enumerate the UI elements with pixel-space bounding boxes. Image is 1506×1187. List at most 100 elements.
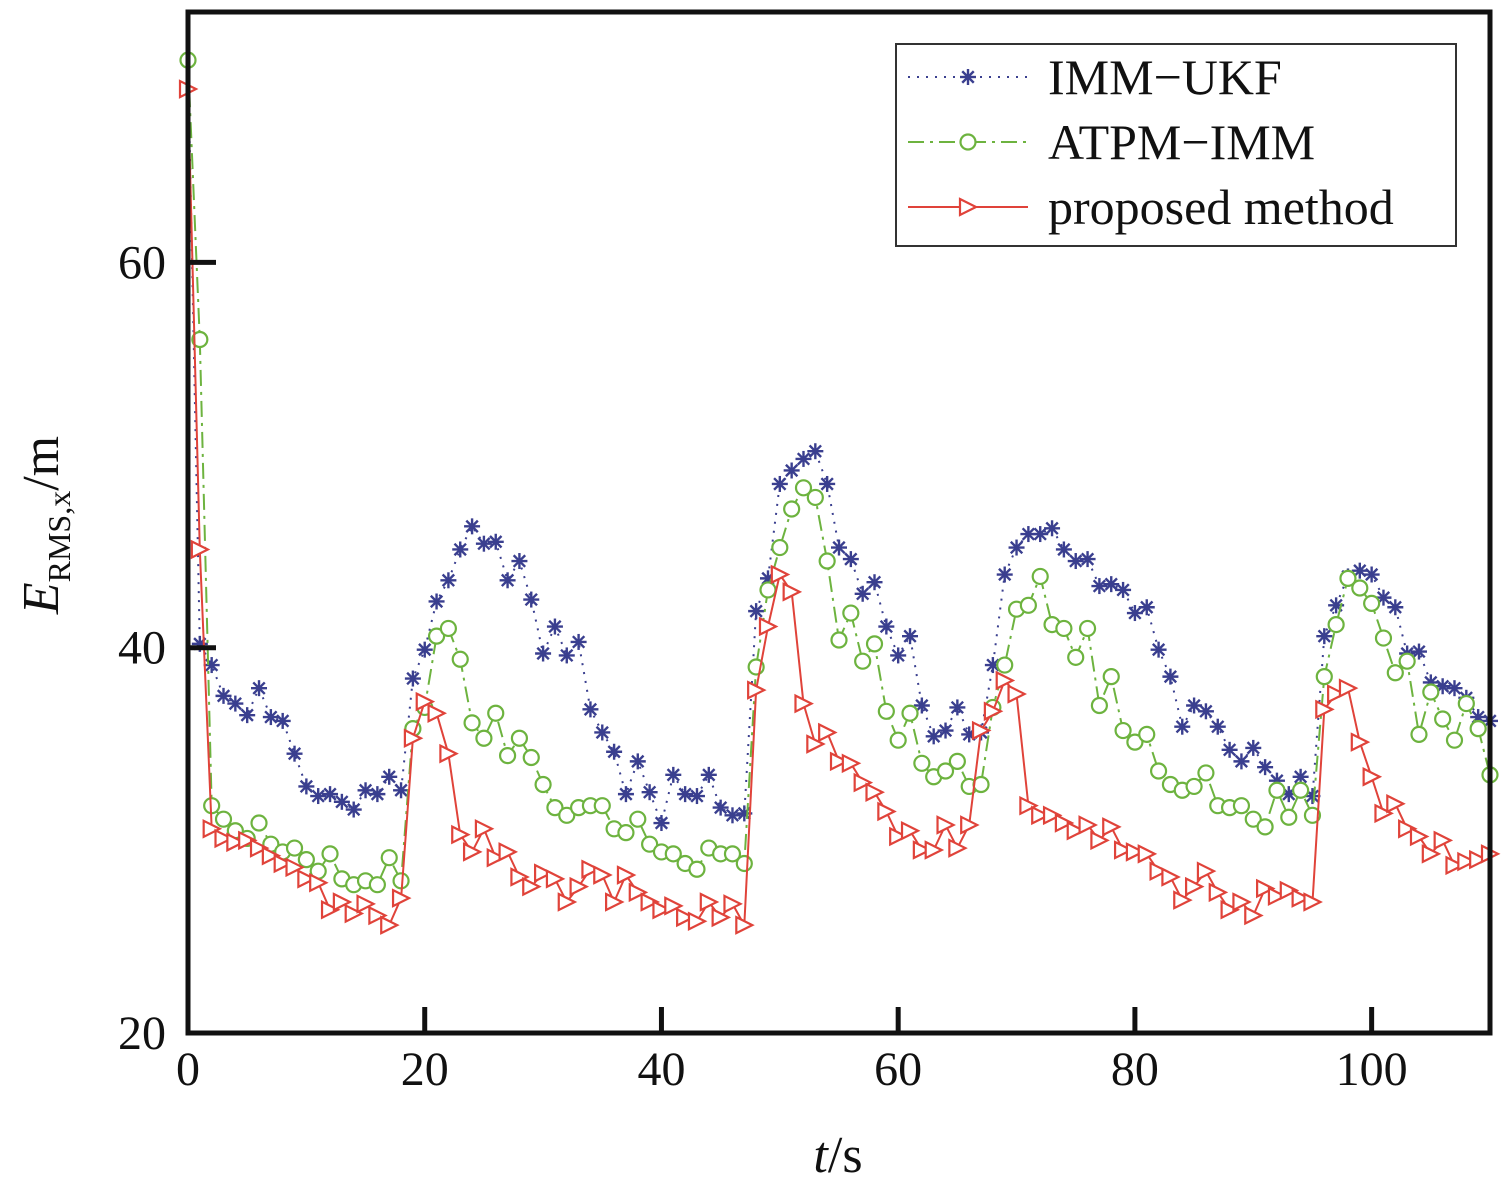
series-3-point [1196, 861, 1217, 881]
series-2-point [1398, 652, 1416, 670]
series-3-point [238, 830, 258, 851]
series-2-point [794, 479, 813, 497]
y-axis-title: ERMS,x/m [13, 436, 77, 615]
y-tick-label: 40 [118, 622, 166, 675]
series-2-point [936, 762, 955, 780]
series-3-point [616, 865, 637, 885]
series-2-point [948, 752, 966, 770]
series-3-point [1113, 840, 1134, 860]
series-2-point [913, 754, 931, 772]
series-3-point [1102, 817, 1122, 837]
series-2-point [1114, 721, 1132, 740]
legend-entry-2: ATPM−IMM [908, 114, 1315, 170]
series-3-point [309, 872, 329, 893]
series-1-point [286, 745, 303, 762]
series-3-point [557, 892, 578, 912]
legend-marker [958, 197, 979, 217]
x-axis-unit: /s [828, 1127, 863, 1184]
series-2-point [214, 810, 233, 828]
series-2-point [877, 702, 895, 720]
series-1-point [227, 695, 244, 712]
series-1-point [795, 450, 812, 467]
series-3-point [1066, 820, 1087, 841]
series-3-point [1398, 819, 1418, 839]
series-3-point [699, 892, 720, 912]
series-2-point [1280, 808, 1298, 826]
legend-entry-1: IMM−UKF [908, 49, 1282, 105]
series-1-point [1126, 605, 1143, 622]
series-2-point [321, 845, 339, 863]
series-1-point [819, 475, 836, 492]
series-3-point [190, 539, 211, 560]
series-2-point [498, 746, 517, 765]
series-1-point [902, 628, 919, 645]
series-2-point [1268, 781, 1286, 799]
series-1-point [606, 743, 623, 760]
series-1-point [499, 572, 516, 589]
series-1-point [535, 645, 552, 662]
series-2-point [1149, 762, 1168, 780]
series-2-point [534, 775, 552, 794]
series-3-point [332, 892, 353, 912]
series-2-point [901, 704, 919, 722]
series-1-point [641, 784, 658, 801]
series-1-point [1387, 599, 1404, 616]
legend-label: IMM−UKF [1048, 49, 1282, 105]
series-2-point [451, 650, 469, 668]
series-3-point [818, 722, 838, 743]
series-3-point [368, 905, 388, 926]
series-3-point [711, 907, 732, 928]
series-1-point [298, 778, 315, 795]
series-1-point [1257, 759, 1274, 776]
series-3-point [889, 826, 909, 847]
series-1-point [322, 786, 339, 803]
series-3-point [474, 819, 495, 839]
series-3-point [273, 853, 294, 874]
series-3-point [498, 842, 519, 862]
series-3-point [877, 801, 897, 822]
series-3-point [593, 865, 613, 885]
series-3-point [995, 670, 1016, 691]
x-tick-label: 60 [874, 1043, 922, 1096]
series-3-point [1232, 892, 1252, 912]
series-1-point [996, 566, 1013, 583]
series-3-point [297, 869, 317, 889]
y-tick-label: 20 [118, 1007, 166, 1060]
legend-label: ATPM−IMM [1048, 114, 1315, 170]
series-1-point [416, 641, 433, 658]
series-2-point [546, 799, 564, 817]
series-2 [179, 51, 1499, 894]
x-tick-label: 40 [637, 1043, 685, 1096]
series-1-point [1186, 697, 1203, 714]
series-2-point [1019, 596, 1037, 614]
series-1-point [878, 618, 895, 635]
series-1-point [724, 807, 741, 824]
series-3-point [664, 896, 684, 916]
series-3-point [1362, 767, 1383, 787]
series-2-point [1374, 629, 1393, 647]
series-3-point [344, 903, 365, 924]
series-1-point [1162, 668, 1179, 685]
series-2-point [1244, 810, 1262, 828]
series-3-point [1421, 844, 1442, 864]
series-2-point [1434, 710, 1452, 728]
series-1-point [357, 782, 374, 799]
series-1-point [1363, 566, 1380, 583]
series-2-point [593, 797, 611, 815]
series-3-point [1137, 844, 1158, 864]
series-layer [178, 51, 1501, 935]
series-3-point [202, 819, 223, 839]
series-1-point [854, 585, 871, 602]
series-2-point [1138, 725, 1156, 744]
series-2-point [1422, 683, 1440, 701]
series-3-point [581, 859, 601, 880]
series-1-point [949, 699, 966, 716]
series-1-point [1410, 643, 1427, 660]
series-1-point [369, 786, 386, 803]
series-3-point [948, 838, 968, 858]
series-2-point [1292, 781, 1310, 799]
series-3-point [960, 815, 980, 835]
series-3-point [545, 869, 566, 889]
series-2-point [1457, 694, 1475, 713]
